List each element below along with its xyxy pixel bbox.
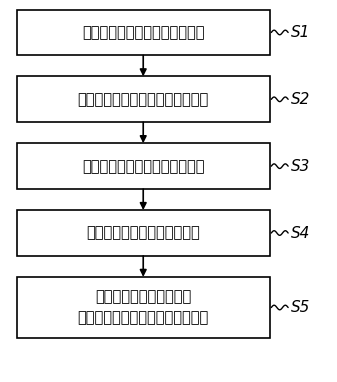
Text: S5: S5: [290, 300, 310, 315]
Text: S3: S3: [290, 159, 310, 174]
Bar: [17, 76, 270, 122]
Text: 计算替换后的矩阵峰均功率比: 计算替换后的矩阵峰均功率比: [86, 225, 200, 241]
Text: S1: S1: [290, 25, 310, 40]
Bar: [17, 10, 270, 55]
Text: 用列向量替换输入信号矩阵的列: 用列向量替换输入信号矩阵的列: [82, 159, 205, 174]
Text: S2: S2: [290, 92, 310, 107]
Text: 通过加权变换、求和，计算列向量: 通过加权变换、求和，计算列向量: [78, 92, 209, 107]
Bar: [17, 277, 270, 338]
Bar: [17, 210, 270, 256]
Text: 比较判决替换前后的矩阵
的峰均功率比，更新输入信号矩阵: 比较判决替换前后的矩阵 的峰均功率比，更新输入信号矩阵: [78, 290, 209, 325]
Text: S4: S4: [290, 225, 310, 241]
Bar: [17, 143, 270, 189]
Text: 计算输入信号矩阵的峰均功率比: 计算输入信号矩阵的峰均功率比: [82, 25, 205, 40]
